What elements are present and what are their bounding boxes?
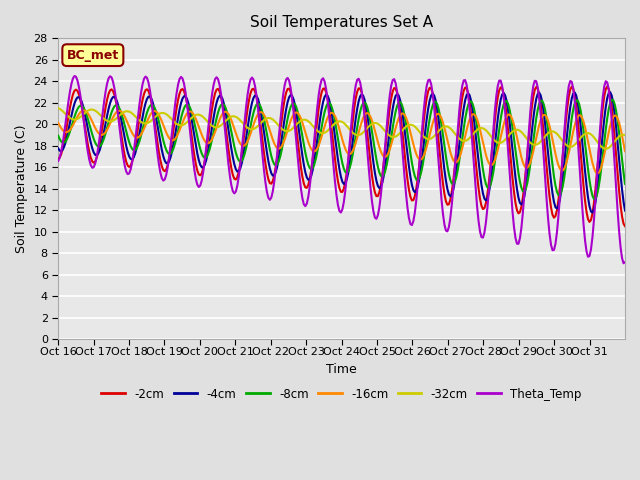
Text: BC_met: BC_met <box>67 48 119 61</box>
X-axis label: Time: Time <box>326 363 357 376</box>
Y-axis label: Soil Temperature (C): Soil Temperature (C) <box>15 124 28 253</box>
Legend: -2cm, -4cm, -8cm, -16cm, -32cm, Theta_Temp: -2cm, -4cm, -8cm, -16cm, -32cm, Theta_Te… <box>97 383 586 405</box>
Title: Soil Temperatures Set A: Soil Temperatures Set A <box>250 15 433 30</box>
